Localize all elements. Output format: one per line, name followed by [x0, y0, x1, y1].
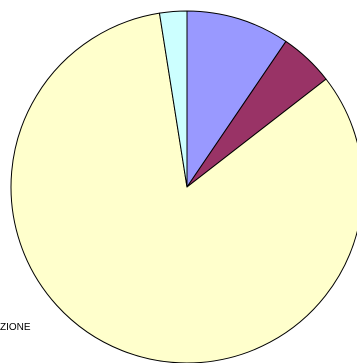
pie-slice-1: [186, 10, 287, 188]
slice-label-fragment: ZIONE: [0, 322, 31, 333]
pie-slice-4: [158, 10, 188, 188]
pie-slices: [10, 10, 357, 363]
pie-slice-3: [10, 12, 357, 363]
